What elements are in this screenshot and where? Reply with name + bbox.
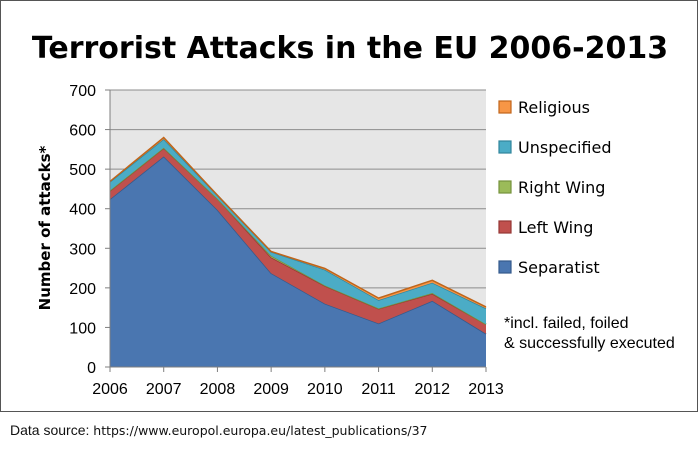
legend: Religious Unspecified Right Wing Left Wing S… — [498, 98, 612, 277]
legend-swatch — [498, 220, 512, 234]
x-tick-label: 2007 — [146, 381, 182, 398]
x-tick-label: 2009 — [253, 381, 289, 398]
x-tick-label: 2013 — [468, 381, 504, 398]
y-tick-label: 200 — [69, 281, 96, 298]
footnote-line-2: & successfully executed — [504, 335, 675, 352]
area-separatist — [110, 156, 486, 367]
area-unspecified — [110, 139, 486, 325]
legend-swatch — [498, 180, 512, 194]
axes — [105, 89, 487, 372]
legend-swatch — [498, 260, 512, 274]
x-tick-label: 2011 — [361, 381, 396, 398]
x-tick-label: 2012 — [414, 381, 450, 398]
area-series — [109, 136, 487, 367]
y-tick-label: 300 — [69, 241, 96, 258]
legend-label: Left Wing — [518, 218, 593, 237]
legend-label: Right Wing — [518, 178, 605, 197]
legend-label: Religious — [518, 98, 590, 117]
x-tick-label: 2006 — [92, 381, 128, 398]
area-left-wing — [110, 148, 486, 334]
y-tick-label: 100 — [69, 320, 96, 337]
x-tick-label: 2008 — [200, 381, 236, 398]
y-tick-label: 700 — [69, 83, 96, 100]
data-source-url[interactable]: https://www.europol.europa.eu/latest_pub… — [93, 423, 428, 438]
y-tick-label: 500 — [69, 162, 96, 179]
stacked-area-chart: Terrorist Attacks in the EU 2006-2013 0 1… — [32, 31, 675, 398]
y-tick-label: 0 — [87, 360, 96, 377]
data-source: Data source: https://www.europol.europa.… — [10, 422, 427, 439]
y-axis-ticks: 0 100 200 300 400 500 600 700 — [69, 83, 96, 377]
x-tick-label: 2010 — [307, 381, 343, 398]
y-tick-label: 600 — [69, 123, 96, 140]
chart-title: Terrorist Attacks in the EU 2006-2013 — [32, 31, 668, 66]
legend-swatch — [498, 100, 512, 114]
area-edge-religious — [109, 136, 487, 308]
data-source-label: Data source: — [10, 422, 94, 438]
x-axis-ticks: 2006 2007 2008 2009 2010 2011 2012 2013 — [92, 381, 504, 398]
legend-label: Separatist — [518, 258, 600, 277]
legend-swatch — [498, 140, 512, 154]
footnote-line-1: *incl. failed, foiled — [504, 315, 629, 332]
y-tick-label: 400 — [69, 202, 96, 219]
legend-label: Unspecified — [518, 138, 612, 157]
y-axis-label: Number of attacks* — [36, 146, 54, 311]
